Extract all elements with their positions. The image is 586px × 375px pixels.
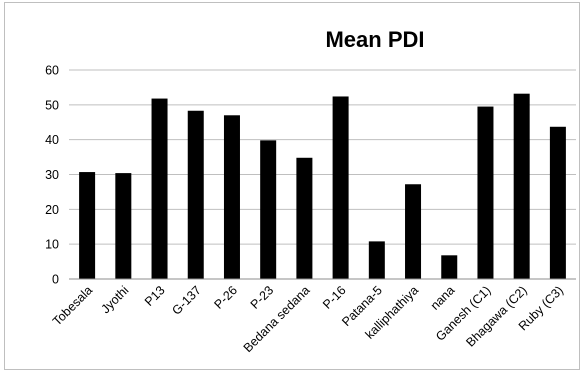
bar-chart: Mean PDI 0 10 20 30 40 50 60 Tobesala Jyothi P13…	[45, 27, 576, 355]
x-category-label: P-26	[212, 283, 241, 312]
y-tick-label: 60	[45, 64, 59, 78]
chart-title: Mean PDI	[325, 27, 424, 52]
x-category-label: Jyothi	[98, 283, 131, 316]
x-category-label: P-16	[320, 283, 349, 312]
gridlines	[69, 69, 576, 245]
y-tick-label: 0	[52, 273, 59, 287]
x-category-label: P13	[142, 283, 168, 309]
y-tick-label: 30	[45, 168, 59, 182]
bar-p13	[151, 98, 168, 280]
bar-patana-5	[368, 241, 385, 279]
x-category-label: Bedana sedana	[241, 283, 313, 355]
y-tick-label: 10	[45, 238, 59, 252]
bar-ganesh-c1	[477, 106, 494, 279]
y-tick-label: 40	[45, 133, 59, 147]
bar-bedana-sedana	[296, 157, 313, 279]
bar-ruby-c3	[549, 126, 566, 279]
x-category-label: Tobesala	[50, 283, 95, 328]
bar-jyothi	[115, 173, 132, 279]
bars	[79, 93, 566, 280]
bar-nana	[441, 255, 458, 279]
x-category-label: P-23	[248, 283, 277, 312]
chart-frame: Mean PDI 0 10 20 30 40 50 60 Tobesala Jyothi P13…	[4, 2, 580, 370]
y-axis-tick-labels: 0 10 20 30 40 50 60	[45, 64, 59, 287]
bar-g-137	[187, 110, 204, 279]
y-tick-label: 20	[45, 203, 59, 217]
bar-p-26	[223, 115, 240, 280]
x-category-label: nana	[428, 283, 458, 313]
bar-p-16	[332, 96, 349, 280]
x-category-label: G-137	[169, 283, 203, 317]
bar-tobesala	[79, 172, 96, 279]
bar-p-23	[260, 140, 277, 279]
y-tick-label: 50	[45, 98, 59, 112]
bar-kalliphathiya	[405, 184, 422, 279]
bar-bhagawa-c2	[513, 93, 530, 279]
